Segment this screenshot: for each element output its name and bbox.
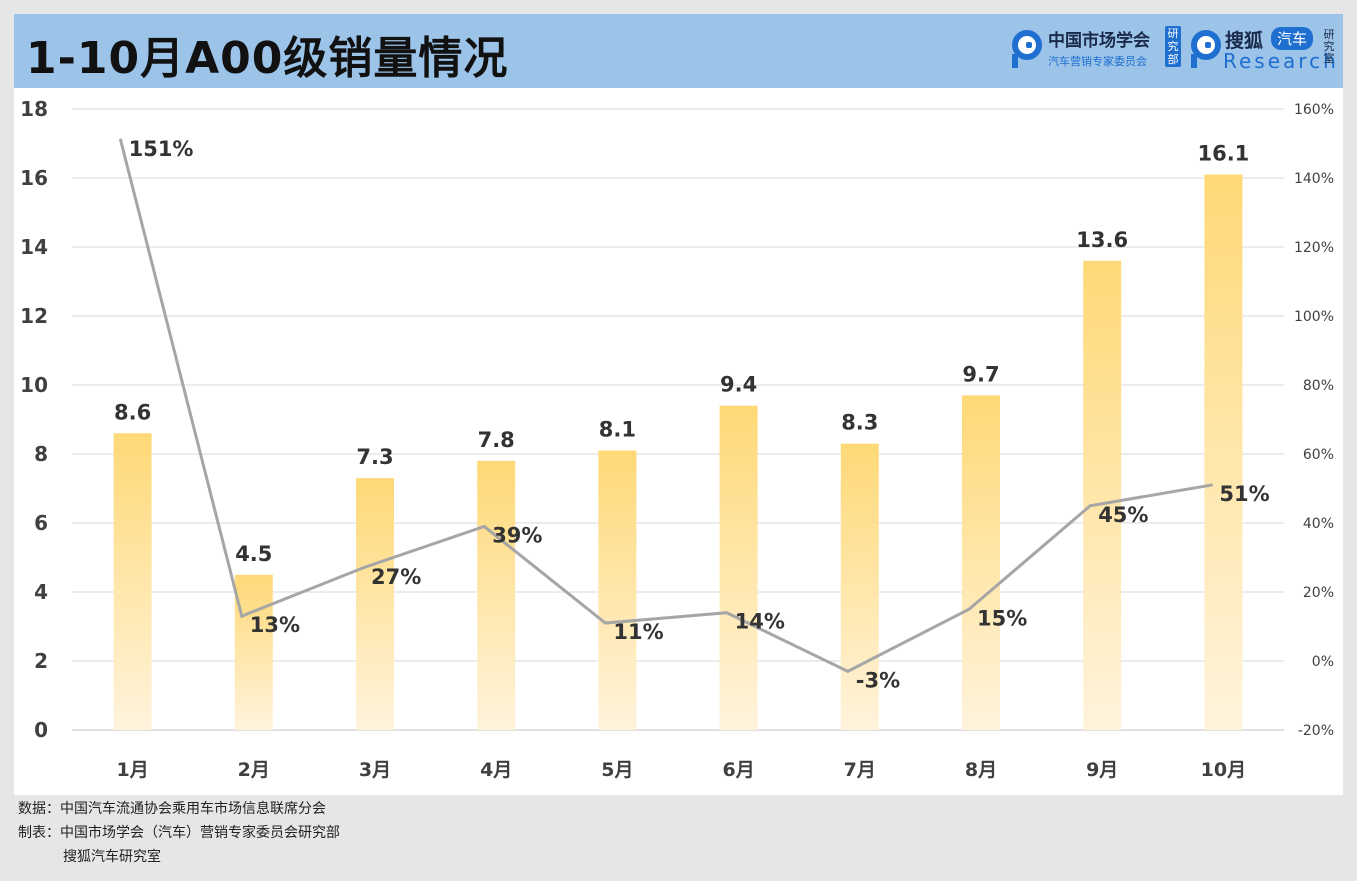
growth-point <box>846 669 850 673</box>
y-right-tick-label: -20% <box>1298 723 1334 739</box>
bar-value-label: 9.4 <box>720 373 757 397</box>
y-right-tick-label: 160% <box>1294 102 1334 118</box>
axes: 0 2 4 6 8 10 12 14 16 18 -20% 0% 20% 40% 60% 80% 100% 120… <box>20 97 1334 781</box>
logo-r-stem-icon <box>1012 54 1018 68</box>
bar-value-label: 8.1 <box>599 418 636 442</box>
bar <box>962 395 1000 730</box>
y-right-tick-label: 80% <box>1303 378 1334 394</box>
growth-value-label: 15% <box>977 606 1027 630</box>
bar <box>1204 174 1243 731</box>
growth-value-label: 45% <box>1098 503 1148 527</box>
y-left-tick-label: 14 <box>20 235 48 259</box>
gridlines <box>72 108 1284 731</box>
y-right-tick-label: 40% <box>1303 516 1334 532</box>
logo2-pill: 汽车 <box>1271 27 1314 50</box>
y-left-tick-label: 16 <box>20 166 48 190</box>
logo2-main-text: 搜狐 <box>1225 30 1264 52</box>
growth-line <box>119 138 1213 674</box>
growth-value-label: -3% <box>856 668 900 692</box>
logo1-sub-text: 汽车营销专家委员会 <box>1048 55 1147 68</box>
growth-point <box>240 614 244 618</box>
growth-value-label: 39% <box>492 523 542 547</box>
y-left-tick-label: 12 <box>20 304 48 328</box>
x-tick-label: 10月 <box>1201 759 1246 781</box>
bar <box>840 443 879 730</box>
bar <box>356 478 394 730</box>
data-labels: 8.6 4.5 7.3 7.8 8.1 9.4 8.3 9.7 13.6 16.1 151% 13% 2… <box>114 137 1270 692</box>
x-tick-label: 8月 <box>965 759 997 781</box>
bar <box>719 405 758 730</box>
y-right-tick-label: 0% <box>1312 654 1334 670</box>
growth-value-label: 51% <box>1219 482 1269 506</box>
bar <box>234 574 273 730</box>
logo2-research-text: Research <box>1223 49 1339 73</box>
growth-point <box>1088 504 1092 508</box>
growth-point <box>967 607 971 611</box>
bar <box>1083 260 1122 730</box>
source-line-1: 数据：中国汽车流通协会乘用车市场信息联席分会 <box>18 801 326 817</box>
logo2-vertical-text: 研究室 <box>1323 29 1335 65</box>
bar <box>113 433 152 730</box>
growth-point <box>603 621 607 625</box>
bar-value-label: 7.8 <box>478 428 515 452</box>
growth-point <box>361 566 365 570</box>
growth-point <box>482 524 486 528</box>
x-tick-label: 4月 <box>480 759 512 781</box>
bar-value-label: 16.1 <box>1197 142 1249 166</box>
y-left-tick-label: 10 <box>20 373 48 397</box>
y-right-tick-label: 100% <box>1294 309 1334 325</box>
logo2-vertical-label: 研究室 <box>1323 28 1335 65</box>
growth-value-label: 27% <box>371 565 421 589</box>
y-left-tick-label: 0 <box>34 718 48 742</box>
bar-value-label: 4.5 <box>235 542 272 566</box>
x-tick-label: 1月 <box>116 759 148 781</box>
bar-value-label: 8.3 <box>841 411 878 435</box>
bar-value-label: 13.6 <box>1076 228 1128 252</box>
chart-header: 1-10月A00级销量情况 中国市场学会 汽车营销专家委员会 研究部 搜狐 汽车… <box>14 14 1343 88</box>
y-left-tick-label: 6 <box>34 511 48 535</box>
source-line-2: 制表：中国市场学会（汽车）营销专家委员会研究部 <box>18 825 340 841</box>
growth-point <box>119 138 123 142</box>
source-note: 数据：中国汽车流通协会乘用车市场信息联席分会 制表：中国市场学会（汽车）营销专家… <box>18 797 340 869</box>
bars <box>113 174 1243 731</box>
bar-value-label: 8.6 <box>114 400 151 424</box>
chart-svg: 8.6 4.5 7.3 7.8 8.1 9.4 8.3 9.7 13.6 16.1 151% 13% 2… <box>20 97 1334 781</box>
y-left-tick-label: 8 <box>34 442 48 466</box>
growth-point <box>1209 483 1213 487</box>
y-right-tick-label: 60% <box>1303 447 1334 463</box>
logo2-r-stem-icon <box>1191 54 1197 68</box>
growth-value-label: 11% <box>613 620 663 644</box>
y-left-tick-label: 4 <box>34 580 48 604</box>
logo1-vertical-text: 研究部 <box>1165 26 1181 67</box>
y-right-tick-label: 120% <box>1294 240 1334 256</box>
growth-line-path <box>119 139 1212 674</box>
x-tick-label: 5月 <box>601 759 633 781</box>
x-tick-label: 9月 <box>1086 759 1118 781</box>
bar <box>477 460 516 730</box>
y-right-tick-label: 20% <box>1303 585 1334 601</box>
y-right-tick-label: 140% <box>1294 171 1334 187</box>
growth-value-label: 14% <box>735 610 785 634</box>
y-left-tick-label: 18 <box>20 97 48 121</box>
growth-value-label: 151% <box>129 137 194 161</box>
logo1-vertical-label: 研究部 <box>1167 27 1179 66</box>
chart-title: 1-10月A00级销量情况 <box>26 33 509 84</box>
bar-value-label: 9.7 <box>962 362 999 386</box>
x-tick-label: 3月 <box>359 759 391 781</box>
logo1-main-text: 中国市场学会 <box>1048 31 1150 51</box>
growth-value-label: 13% <box>250 613 300 637</box>
plot-area: 8.6 4.5 7.3 7.8 8.1 9.4 8.3 9.7 13.6 16.1 151% 13% 2… <box>14 88 1343 795</box>
x-tick-label: 6月 <box>722 759 754 781</box>
bar-value-label: 7.3 <box>356 445 393 469</box>
growth-point <box>725 611 729 615</box>
y-left-tick-label: 2 <box>34 649 48 673</box>
bar <box>598 450 637 730</box>
x-tick-label: 2月 <box>238 759 270 781</box>
x-tick-label: 7月 <box>844 759 876 781</box>
source-line-3: 搜狐汽车研究室 <box>63 849 161 865</box>
